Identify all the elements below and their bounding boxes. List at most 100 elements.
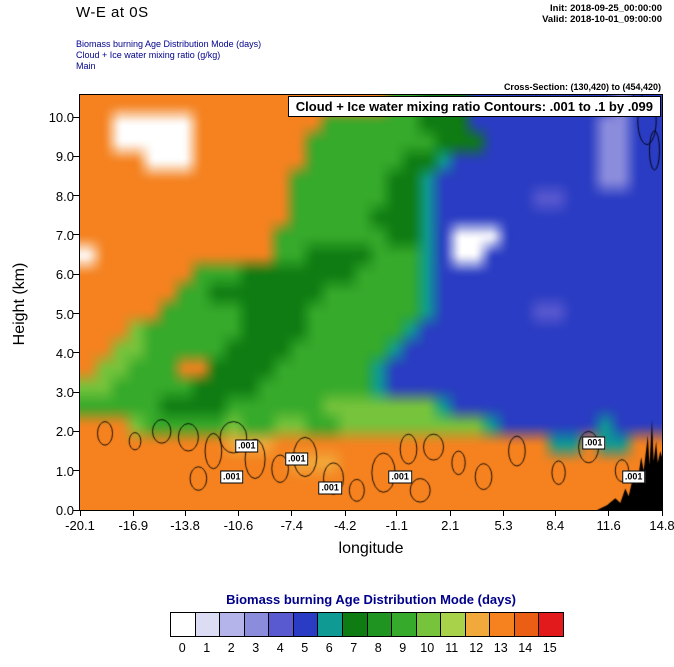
contour-label: .001	[621, 470, 646, 484]
contour-label: .001	[388, 470, 412, 484]
variable-list: Biomass burning Age Distribution Mode (d…	[76, 39, 261, 72]
x-tick-mark	[661, 510, 663, 516]
x-tick-mark	[291, 510, 293, 516]
colorbar-label: 13	[493, 641, 508, 655]
meta-line-cloud-ice: Cloud + Ice water mixing ratio (g/kg)	[76, 50, 221, 60]
colorbar-box	[539, 613, 563, 636]
x-tick-label: 14.8	[649, 518, 674, 533]
x-tick-mark	[79, 510, 81, 516]
meta-line-domain: Main	[76, 61, 96, 71]
y-tick-label: 8.0	[55, 188, 74, 204]
colorbar-label: 10	[420, 641, 435, 655]
page-title: W-E at 0S	[76, 4, 149, 21]
x-tick-mark	[449, 510, 451, 516]
y-tick-mark	[73, 313, 79, 314]
colorbar-title: Biomass burning Age Distribution Mode (d…	[226, 592, 516, 607]
x-tick-mark	[237, 510, 239, 516]
y-tick-mark	[73, 430, 79, 432]
run-times: Init: 2018-09-25_00:00:00 Valid: 2018-10…	[542, 3, 662, 25]
colorbar-box	[441, 613, 466, 636]
y-tick-label: 6.0	[55, 267, 74, 283]
colorbar-box	[293, 613, 319, 636]
x-tick-label: -13.8	[170, 518, 200, 533]
y-tick-mark	[73, 509, 79, 511]
x-tick-label: 5.3	[494, 518, 513, 533]
colorbar-label: 11	[445, 641, 459, 655]
colorbar-label: 0	[178, 641, 186, 655]
x-tick-mark	[396, 510, 398, 516]
x-axis-label: longitude	[338, 540, 404, 557]
colorbar-label: 5	[301, 641, 309, 655]
y-tick-mark	[73, 273, 79, 275]
contour-label: .001	[318, 481, 342, 495]
plot-area: Cloud + Ice water mixing ratio Contours:…	[79, 94, 663, 511]
cross-section-coords: Cross-Section: (130,420) to (454,420)	[503, 82, 661, 92]
x-tick-label: -4.2	[333, 518, 357, 533]
colorbar-label: 3	[252, 641, 260, 655]
y-tick-mark	[73, 195, 79, 197]
x-tick-mark	[344, 510, 346, 516]
colorbar-box	[367, 613, 393, 636]
colorbar	[170, 612, 564, 637]
contour-info-box: Cloud + Ice water mixing ratio Contours:…	[287, 96, 661, 117]
colorbar-box	[392, 613, 417, 636]
x-tick-label: 2.1	[441, 518, 460, 533]
x-tick-label: -20.1	[65, 518, 95, 533]
colorbar-box	[269, 613, 294, 636]
colorbar-label: 14	[518, 641, 533, 655]
y-tick-label: 5.0	[55, 306, 74, 322]
colorbar-box	[318, 613, 343, 636]
colorbar-box	[195, 613, 221, 636]
colorbar-box	[220, 613, 245, 636]
x-tick-mark	[503, 510, 505, 516]
colorbar-box	[244, 613, 270, 636]
y-tick-label: 2.0	[55, 424, 74, 440]
colorbar-box	[465, 613, 491, 636]
colorbar-box	[416, 613, 442, 636]
y-tick-mark	[73, 155, 79, 157]
y-tick-label: 4.0	[55, 345, 74, 361]
y-tick-mark	[73, 116, 79, 118]
y-tick-label: 1.0	[55, 463, 74, 479]
y-tick-label: 10.0	[48, 110, 74, 125]
x-tick-label: -16.9	[118, 518, 149, 533]
y-tick-label: 7.0	[55, 227, 74, 243]
x-tick-mark	[554, 510, 556, 516]
colorbar-label: 15	[542, 641, 557, 655]
valid-timestamp: Valid: 2018-10-01_09:00:00	[542, 14, 662, 25]
init-timestamp: Init: 2018-09-25_00:00:00	[550, 3, 662, 14]
x-tick-mark	[132, 510, 134, 516]
x-tick-label: 8.4	[546, 518, 565, 533]
x-tick-mark	[608, 510, 610, 516]
x-tick-mark	[184, 510, 186, 516]
colorbar-label: 6	[325, 641, 333, 655]
colorbar-label: 9	[399, 641, 407, 655]
colorbar-label: 8	[374, 641, 382, 655]
colorbar-box	[490, 613, 515, 636]
y-tick-mark	[73, 391, 79, 393]
contour-label: .001	[285, 452, 309, 466]
y-axis-label: Height (km)	[11, 262, 28, 346]
x-tick-label: 11.6	[596, 518, 621, 533]
y-tick-mark	[73, 352, 79, 354]
colorbar-box	[514, 613, 540, 636]
x-tick-label: -1.1	[385, 518, 409, 533]
colorbar-box	[342, 613, 368, 636]
contour-label: .001	[219, 470, 244, 484]
colorbar-box	[171, 613, 196, 636]
colorbar-label: 12	[469, 641, 484, 655]
y-tick-mark	[73, 470, 79, 472]
y-tick-label: 9.0	[55, 149, 74, 165]
y-tick-label: 3.0	[55, 385, 74, 401]
x-tick-label: -7.4	[280, 518, 303, 533]
colorbar-label: 4	[276, 641, 284, 655]
colorbar-label: 1	[203, 641, 211, 655]
y-tick-label: 0.0	[55, 503, 74, 518]
meta-line-age-mode: Biomass burning Age Distribution Mode (d…	[76, 39, 262, 49]
colorbar-label: 7	[350, 641, 358, 655]
field-canvas	[80, 95, 662, 510]
x-tick-label: -10.6	[223, 518, 254, 533]
contour-label: .001	[234, 439, 259, 453]
colorbar-label: 2	[227, 641, 235, 655]
